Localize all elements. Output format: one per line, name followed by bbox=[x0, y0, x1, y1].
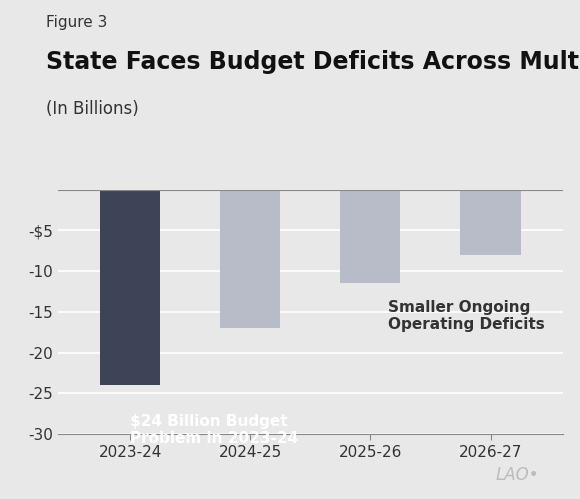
Text: $24 Billion Budget
Problem in 2023-24: $24 Billion Budget Problem in 2023-24 bbox=[130, 414, 298, 446]
Bar bbox=[100, 190, 160, 385]
Text: State Faces Budget Deficits Across Multiyear Period: State Faces Budget Deficits Across Multi… bbox=[46, 50, 580, 74]
Bar bbox=[340, 190, 400, 283]
Bar bbox=[220, 190, 280, 328]
Text: LAO•: LAO• bbox=[496, 466, 539, 484]
Text: Figure 3: Figure 3 bbox=[46, 15, 108, 30]
Text: (In Billions): (In Billions) bbox=[46, 100, 139, 118]
Text: Smaller Ongoing
Operating Deficits: Smaller Ongoing Operating Deficits bbox=[389, 299, 545, 332]
Bar bbox=[461, 190, 521, 255]
